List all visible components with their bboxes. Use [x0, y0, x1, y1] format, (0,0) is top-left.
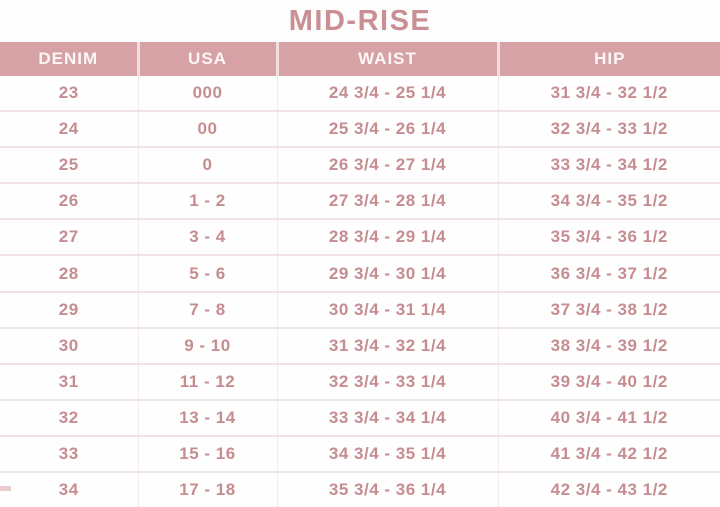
table-cell: 29 3/4 - 30 1/4	[276, 254, 498, 292]
table-cell: 23	[0, 76, 138, 112]
table-cell: 38 3/4 - 39 1/2	[497, 326, 720, 364]
table-cell: 28 3/4 - 29 1/4	[276, 218, 498, 256]
table-cell: 17 - 18	[137, 471, 277, 507]
table-cell: 30	[0, 326, 138, 364]
table-row: 23 000 24 3/4 - 25 1/4 31 3/4 - 32 1/2	[0, 76, 720, 112]
page-title: MID-RISE	[288, 5, 432, 37]
table-cell: 31 3/4 - 32 1/2	[497, 76, 720, 112]
column-header-denim: DENIM	[0, 42, 138, 76]
table-cell: 32 3/4 - 33 1/4	[276, 362, 498, 400]
table-cell: 37 3/4 - 38 1/2	[497, 290, 720, 328]
table-row: 29 7 - 8 30 3/4 - 31 1/4 37 3/4 - 38 1/2	[0, 290, 720, 328]
table-body: 23 000 24 3/4 - 25 1/4 31 3/4 - 32 1/2 24 00 2…	[0, 76, 720, 507]
table-cell: 25	[0, 146, 138, 184]
column-header-hip: HIP	[496, 42, 720, 76]
table-cell: 30 3/4 - 31 1/4	[276, 290, 498, 328]
table-cell: 27	[0, 218, 138, 256]
table-cell: 11 - 12	[137, 362, 277, 400]
table-cell: 3 - 4	[137, 218, 277, 256]
table-cell: 41 3/4 - 42 1/2	[497, 434, 720, 473]
table-cell: 35 3/4 - 36 1/2	[497, 218, 720, 256]
table-cell: 26	[0, 182, 138, 220]
table-row: 27 3 - 4 28 3/4 - 29 1/4 35 3/4 - 36 1/2	[0, 218, 720, 256]
table-cell: 13 - 14	[137, 398, 277, 436]
table-cell: 00	[137, 110, 277, 148]
table-cell: 39 3/4 - 40 1/2	[497, 362, 720, 400]
table-row: 24 00 25 3/4 - 26 1/4 32 3/4 - 33 1/2	[0, 110, 720, 148]
table-cell: 34	[0, 471, 138, 507]
table-row: 32 13 - 14 33 3/4 - 34 1/4 40 3/4 - 41 1/2	[0, 398, 720, 436]
size-table: DENIM USA WAIST HIP 23 000 24 3/4 - 25 1/4 31 …	[0, 42, 720, 507]
table-cell: 1 - 2	[137, 182, 277, 220]
table-row: 33 15 - 16 34 3/4 - 35 1/4 41 3/4 - 42 1/2	[0, 434, 720, 473]
table-cell: 31 3/4 - 32 1/4	[276, 326, 498, 364]
table-cell: 15 - 16	[137, 434, 277, 473]
next-section-partial-bar	[0, 486, 11, 491]
table-row: 30 9 - 10 31 3/4 - 32 1/4 38 3/4 - 39 1/2	[0, 326, 720, 364]
table-row: 28 5 - 6 29 3/4 - 30 1/4 36 3/4 - 37 1/2	[0, 254, 720, 292]
table-cell: 33	[0, 434, 138, 473]
table-cell: 24	[0, 110, 138, 148]
table-cell: 33 3/4 - 34 1/4	[276, 398, 498, 436]
table-row: 26 1 - 2 27 3/4 - 28 1/4 34 3/4 - 35 1/2	[0, 182, 720, 220]
table-row: 31 11 - 12 32 3/4 - 33 1/4 39 3/4 - 40 1/2	[0, 362, 720, 400]
table-cell: 24 3/4 - 25 1/4	[276, 76, 498, 112]
table-cell: 0	[137, 146, 277, 184]
table-header-row: DENIM USA WAIST HIP	[0, 42, 720, 76]
table-cell: 28	[0, 254, 138, 292]
table-cell: 42 3/4 - 43 1/2	[497, 471, 720, 507]
table-cell: 31	[0, 362, 138, 400]
table-header: DENIM USA WAIST HIP	[0, 42, 720, 76]
table-cell: 26 3/4 - 27 1/4	[276, 146, 498, 184]
table-cell: 35 3/4 - 36 1/4	[276, 471, 498, 507]
column-header-waist: WAIST	[275, 42, 498, 76]
table-cell: 25 3/4 - 26 1/4	[276, 110, 498, 148]
table-cell: 27 3/4 - 28 1/4	[276, 182, 498, 220]
table-cell: 34 3/4 - 35 1/2	[497, 182, 720, 220]
column-header-usa: USA	[136, 42, 277, 76]
table-cell: 000	[137, 76, 277, 112]
table-cell: 40 3/4 - 41 1/2	[497, 398, 720, 436]
table-cell: 32 3/4 - 33 1/2	[497, 110, 720, 148]
table-cell: 36 3/4 - 37 1/2	[497, 254, 720, 292]
table-cell: 34 3/4 - 35 1/4	[276, 434, 498, 473]
table-row: 34 17 - 18 35 3/4 - 36 1/4 42 3/4 - 43 1/2	[0, 471, 720, 507]
table-cell: 29	[0, 290, 138, 328]
table-cell: 9 - 10	[137, 326, 277, 364]
table-cell: 5 - 6	[137, 254, 277, 292]
table-row: 25 0 26 3/4 - 27 1/4 33 3/4 - 34 1/2	[0, 146, 720, 184]
table-cell: 32	[0, 398, 138, 436]
table-cell: 33 3/4 - 34 1/2	[497, 146, 720, 184]
table-cell: 7 - 8	[137, 290, 277, 328]
